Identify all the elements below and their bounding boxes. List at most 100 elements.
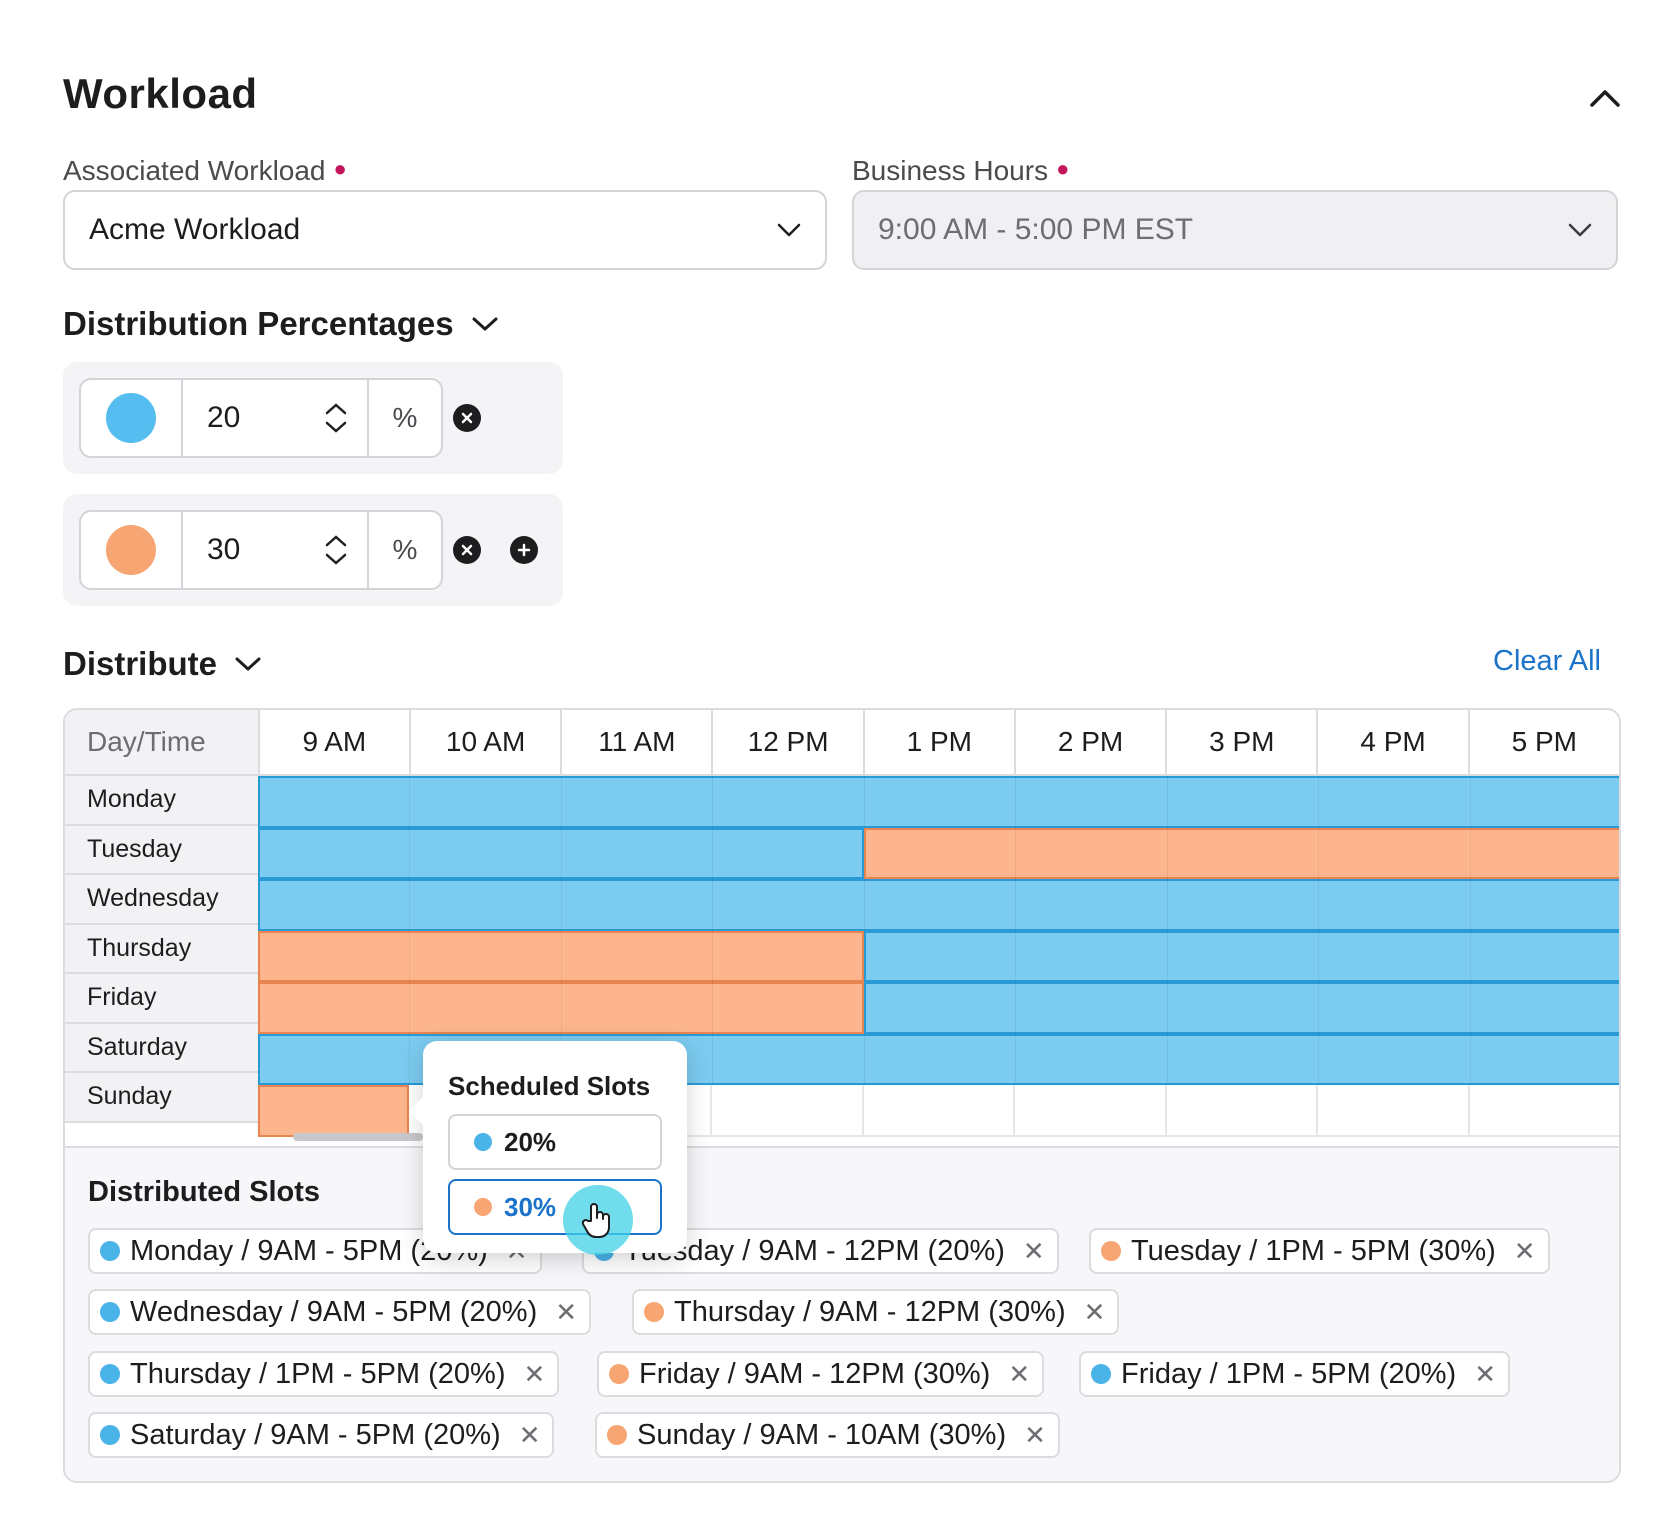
distribute-toggle[interactable]: Distribute (63, 645, 261, 683)
close-icon[interactable]: ✕ (518, 1419, 541, 1450)
time-header: 1 PM (862, 710, 1014, 774)
time-slot-cell[interactable] (863, 1085, 1016, 1137)
distributed-slots-title: Distributed Slots (88, 1176, 321, 1208)
slot-divider (1015, 1033, 1017, 1085)
scheduled-slots-popover: Scheduled Slots 20% 30% (408, 1041, 687, 1253)
chip-color-dot (607, 1425, 627, 1445)
slot-option-label: 20% (504, 1126, 557, 1157)
percentage-stepper[interactable] (325, 403, 347, 433)
remove-distribution-button[interactable] (453, 536, 481, 564)
distribution-row: 30 % (63, 494, 563, 606)
assigned-slot[interactable] (258, 776, 1619, 828)
slot-divider (1166, 982, 1168, 1034)
associated-workload-value: Acme Workload (89, 213, 301, 246)
close-icon[interactable]: ✕ (1474, 1358, 1496, 1389)
business-hours-label: Business Hours ● (852, 155, 1069, 187)
chip-color-dot (100, 1425, 120, 1445)
horizontal-scrollbar[interactable] (293, 1133, 423, 1141)
business-hours-value: 9:00 AM - 5:00 PM EST (878, 213, 1194, 246)
day-label: Saturday (65, 1023, 258, 1073)
assigned-slot[interactable] (863, 827, 1619, 879)
remove-distribution-button[interactable] (453, 404, 481, 432)
close-icon[interactable]: ✕ (1513, 1235, 1536, 1266)
time-slot-cell[interactable] (1166, 1085, 1319, 1137)
day-label: Monday (65, 776, 258, 826)
add-circle-icon (517, 543, 531, 557)
assigned-slot[interactable] (863, 930, 1619, 982)
slot-divider (1318, 930, 1320, 982)
chevron-down-icon[interactable] (325, 421, 347, 433)
assigned-slot[interactable] (258, 879, 1619, 931)
close-icon[interactable]: ✕ (555, 1296, 578, 1327)
slot-option-20[interactable]: 20% (448, 1114, 662, 1170)
color-picker[interactable] (81, 512, 183, 588)
close-icon[interactable]: ✕ (523, 1358, 546, 1389)
close-icon[interactable]: ✕ (1083, 1296, 1106, 1327)
distribution-percentages-title: Distribution Percentages (63, 305, 454, 342)
percentage-input[interactable]: 20 (183, 380, 369, 456)
slot-divider (409, 879, 411, 931)
time-header: 10 AM (408, 710, 560, 774)
clear-all-link[interactable]: Clear All (1493, 645, 1601, 677)
slot-divider (1166, 879, 1168, 931)
slot-divider (1166, 1033, 1168, 1085)
chevron-up-icon[interactable] (325, 535, 347, 547)
percentage-input[interactable]: 30 (183, 512, 369, 588)
slot-divider (1166, 827, 1168, 879)
slot-divider (409, 930, 411, 982)
associated-workload-label: Associated Workload ● (63, 155, 347, 187)
slot-divider (863, 1033, 865, 1085)
chip-label: Friday / 1PM - 5PM (20%) (1121, 1357, 1457, 1390)
slot-option-30[interactable]: 30% (448, 1179, 662, 1235)
close-icon[interactable]: ✕ (1022, 1235, 1045, 1266)
required-indicator: ● (333, 156, 347, 181)
associated-workload-select[interactable]: Acme Workload (63, 190, 827, 270)
time-slot-cell[interactable] (1015, 1085, 1167, 1137)
add-distribution-button[interactable] (510, 536, 538, 564)
close-icon[interactable]: ✕ (1008, 1358, 1031, 1389)
chevron-down-icon[interactable] (325, 553, 347, 565)
day-column: Monday Tuesday Wednesday Thursday Friday… (65, 776, 258, 1123)
slot-divider (1166, 930, 1168, 982)
slot-divider (560, 982, 562, 1034)
distribute-title: Distribute (63, 645, 218, 682)
assigned-slot[interactable] (258, 930, 864, 982)
day-label: Tuesday (65, 825, 258, 875)
color-swatch (106, 525, 156, 575)
slot-divider (409, 827, 411, 879)
chip-label: Wednesday / 9AM - 5PM (20%) (130, 1295, 538, 1328)
time-header: 9 AM (257, 710, 409, 774)
section-title: Workload (63, 70, 258, 117)
slot-divider (1166, 776, 1168, 828)
assigned-slot[interactable] (258, 1085, 410, 1137)
distribution-percentages-toggle[interactable]: Distribution Percentages (63, 305, 498, 343)
percentage-stepper[interactable] (325, 535, 347, 565)
collapse-button[interactable] (1585, 78, 1625, 118)
slot-divider (560, 827, 562, 879)
assigned-slot[interactable] (258, 827, 864, 879)
day-label: Wednesday (65, 875, 258, 925)
time-header: 3 PM (1165, 710, 1316, 774)
popover-title: Scheduled Slots (448, 1071, 651, 1101)
slot-chip: Tuesday / 1PM - 5PM (30%) ✕ (1089, 1228, 1550, 1274)
chevron-down-icon (777, 223, 801, 237)
business-hours-select[interactable]: 9:00 AM - 5:00 PM EST (852, 190, 1618, 270)
slot-divider (863, 879, 865, 931)
associated-workload-label-text: Associated Workload (63, 155, 326, 186)
percentage-value: 20 (207, 401, 241, 434)
time-slot-cell[interactable] (1318, 1085, 1470, 1137)
color-picker[interactable] (81, 380, 183, 456)
day-label: Thursday (65, 924, 258, 974)
slot-divider (409, 1033, 411, 1085)
assigned-slot[interactable] (258, 982, 864, 1034)
slot-chip: Friday / 9AM - 12PM (30%) ✕ (597, 1351, 1045, 1397)
slot-chip: Thursday / 1PM - 5PM (20%) ✕ (88, 1351, 560, 1397)
close-icon[interactable]: ✕ (1024, 1419, 1046, 1450)
assigned-slot[interactable] (863, 982, 1619, 1034)
chevron-up-icon[interactable] (325, 403, 347, 415)
time-slot-cell[interactable] (1469, 1085, 1619, 1137)
slot-divider (1318, 879, 1320, 931)
time-slot-cell[interactable] (712, 1085, 864, 1137)
schedule-grid: Day/Time 9 AM 10 AM 11 AM 12 PM 1 PM 2 P… (63, 708, 1621, 1483)
slot-divider (1318, 827, 1320, 879)
